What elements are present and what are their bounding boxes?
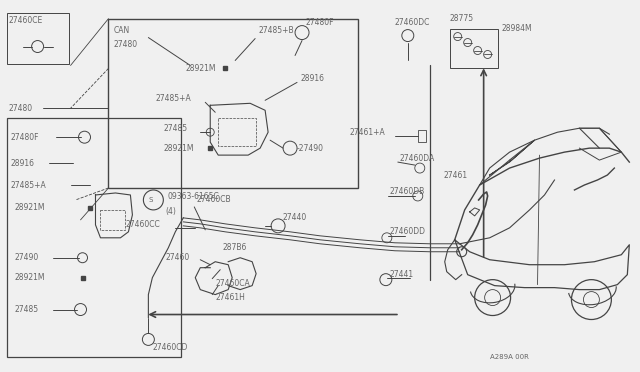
Text: 27485+B: 27485+B [258, 26, 294, 35]
Bar [108, 19, 358, 188]
Text: 27485+A: 27485+A [156, 94, 191, 103]
Text: 27461H: 27461H [215, 293, 245, 302]
Text: 27485: 27485 [15, 305, 39, 314]
Text: 28916: 28916 [11, 158, 35, 167]
Text: 27480F: 27480F [305, 18, 333, 27]
Text: 27440: 27440 [282, 214, 307, 222]
Text: 27460DD: 27460DD [390, 227, 426, 236]
Text: 27480: 27480 [9, 104, 33, 113]
Bar [6, 118, 181, 357]
Text: 28916: 28916 [300, 74, 324, 83]
Text: 27460: 27460 [165, 253, 189, 262]
Text: 27485: 27485 [163, 124, 188, 133]
Text: 28775: 28775 [450, 14, 474, 23]
Text: CAN: CAN [113, 26, 130, 35]
Text: 28921M: 28921M [15, 273, 45, 282]
Text: 27460DC: 27460DC [395, 18, 430, 27]
Text: 27460CB: 27460CB [196, 195, 231, 205]
Text: 28921M: 28921M [186, 64, 216, 73]
Text: 27460CD: 27460CD [152, 343, 188, 352]
Text: -27490: -27490 [297, 144, 324, 153]
Text: 27480F: 27480F [11, 133, 39, 142]
Text: 27460CC: 27460CC [125, 220, 160, 230]
Text: (4): (4) [165, 208, 176, 217]
Text: 27460CE: 27460CE [9, 16, 43, 25]
Text: 27461: 27461 [444, 170, 468, 180]
Text: 28921M: 28921M [15, 203, 45, 212]
Bar [450, 29, 498, 68]
Text: 28984M: 28984M [502, 24, 532, 33]
Text: A289A 00R: A289A 00R [490, 355, 529, 360]
Text: 27460DB: 27460DB [390, 187, 425, 196]
Bar [6, 13, 68, 64]
Text: 27441: 27441 [390, 270, 414, 279]
Text: 27461+A: 27461+A [350, 128, 386, 137]
Bar [218, 118, 256, 146]
Text: 09363-6165C: 09363-6165C [167, 192, 219, 202]
Text: 28921M: 28921M [163, 144, 194, 153]
Text: 287B6: 287B6 [222, 243, 246, 252]
Text: 27490: 27490 [15, 253, 39, 262]
Text: 27460CA: 27460CA [215, 279, 250, 288]
Text: 27485+A: 27485+A [11, 180, 47, 189]
Text: 27480: 27480 [113, 40, 138, 49]
Bar [418, 130, 426, 142]
Bar [100, 210, 125, 230]
Text: 27460DA: 27460DA [400, 154, 435, 163]
Text: S: S [148, 197, 152, 203]
